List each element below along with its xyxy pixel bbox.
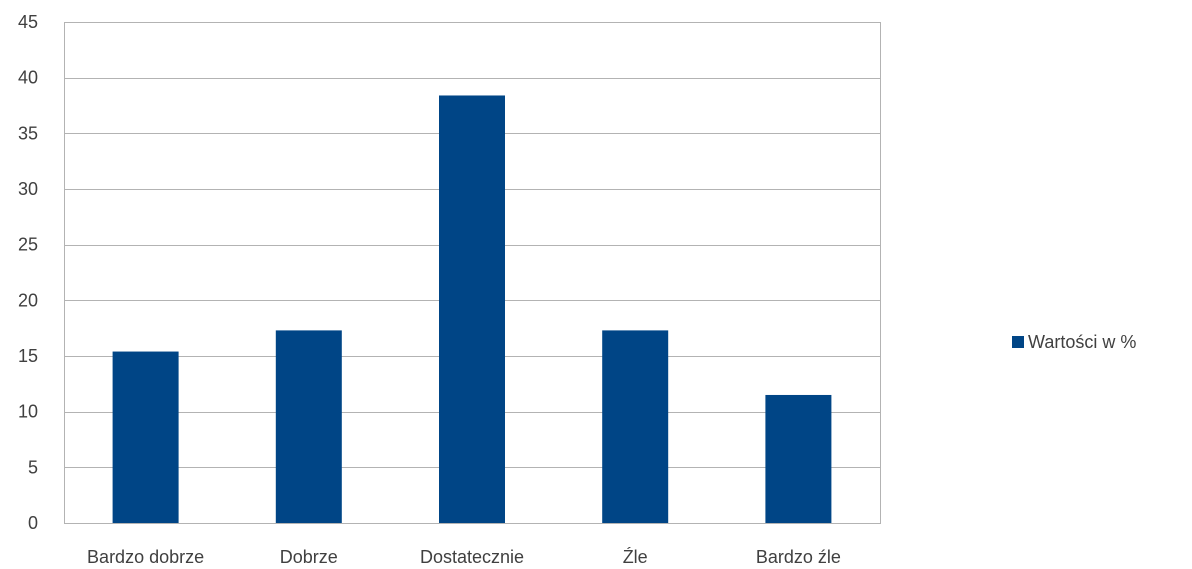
y-tick-label: 45 [18, 12, 38, 32]
x-tick-label: Bardzo źle [756, 547, 841, 567]
x-tick-label: Źle [623, 547, 648, 567]
bar-4 [765, 394, 832, 523]
x-tick-label: Bardzo dobrze [87, 547, 204, 567]
y-tick-label: 30 [18, 179, 38, 199]
x-axis-tick-labels: Bardzo dobrze Dobrze Dostatecznie Źle Bardzo… [87, 547, 841, 567]
bar-1 [275, 330, 342, 523]
y-tick-label: 5 [28, 457, 38, 477]
y-tick-label: 20 [18, 290, 38, 310]
y-tick-label: 0 [28, 513, 38, 533]
y-tick-label: 25 [18, 235, 38, 255]
y-tick-label: 35 [18, 123, 38, 143]
legend-label: Wartości w % [1028, 332, 1136, 352]
plot-frame [64, 22, 881, 524]
y-tick-label: 15 [18, 346, 38, 366]
y-axis-tick-labels: 0 5 10 15 20 25 30 35 40 45 [18, 12, 38, 533]
x-tick-label: Dobrze [280, 547, 338, 567]
legend-swatch [1012, 336, 1024, 348]
y-tick-label: 10 [18, 402, 38, 422]
y-tick-label: 40 [18, 68, 38, 88]
bar-2 [439, 95, 505, 523]
bar-3 [602, 330, 669, 523]
bar-0 [112, 351, 179, 523]
x-tick-label: Dostatecznie [420, 547, 524, 567]
bars [112, 95, 832, 523]
legend: Wartości w % [1012, 332, 1136, 352]
